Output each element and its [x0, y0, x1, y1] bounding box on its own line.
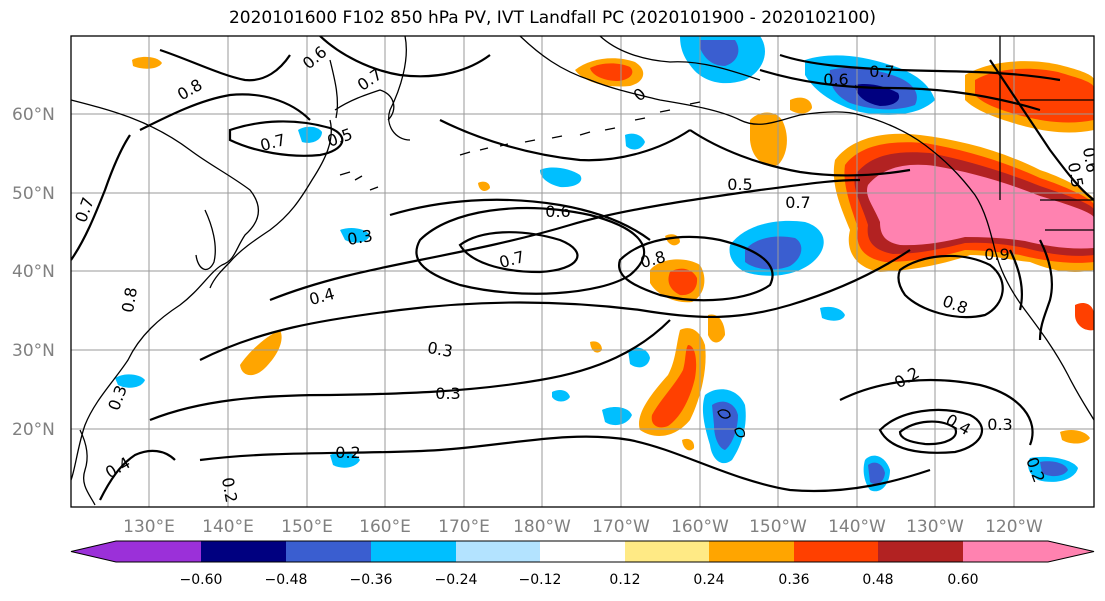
contour-label: 0.5	[727, 175, 752, 194]
colorbar-segment	[456, 541, 540, 562]
colorbar-segment	[709, 541, 794, 562]
colorbar-tick: 0.48	[862, 572, 893, 588]
lon-label: 140°W	[828, 517, 886, 537]
colorbar	[71, 541, 1094, 562]
lon-label: 140°E	[202, 517, 254, 537]
lon-label: 120°W	[985, 517, 1043, 537]
colorbar-tick: 0.24	[693, 572, 724, 588]
colorbar-segment	[116, 541, 201, 562]
lon-label: 130°E	[123, 517, 175, 537]
lon-label: 160°W	[671, 517, 729, 537]
colorbar-segment	[371, 541, 456, 562]
lat-label: 30°N	[12, 341, 55, 361]
lon-label: 130°W	[906, 517, 964, 537]
contour-label: 0.6	[823, 70, 848, 89]
contour-label: 0.9	[984, 245, 1009, 264]
lon-label: 150°W	[749, 517, 807, 537]
colorbar-tick: −0.36	[350, 572, 393, 588]
lon-label: 170°E	[438, 517, 490, 537]
colorbar-segment	[963, 541, 1048, 562]
colorbar-tick: −0.12	[519, 572, 562, 588]
colorbar-tick: −0.24	[435, 572, 478, 588]
latitude-labels: 60°N 50°N 40°N 30°N 20°N	[12, 105, 55, 440]
longitude-labels: 130°E 140°E 150°E 160°E 170°E 180°W 170°…	[123, 517, 1043, 537]
colorbar-segment	[625, 541, 709, 562]
colorbar-segment	[878, 541, 963, 562]
colorbar-segment	[540, 541, 625, 562]
colorbar-extend-low	[71, 541, 116, 562]
colorbar-tick: 0.60	[947, 572, 978, 588]
lat-label: 20°N	[12, 420, 55, 440]
colorbar-segment	[201, 541, 286, 562]
contour-label: 0.6	[545, 202, 570, 221]
lat-label: 50°N	[12, 184, 55, 204]
lat-label: 60°N	[12, 105, 55, 125]
colorbar-tick: −0.60	[180, 572, 223, 588]
contour-label: 0.2	[335, 443, 360, 462]
colorbar-segment	[286, 541, 371, 562]
colorbar-tick-labels: −0.60 −0.48 −0.36 −0.24 −0.12 0.12 0.24 …	[180, 572, 979, 588]
lat-label: 40°N	[12, 262, 55, 282]
colorbar-tick: −0.48	[265, 572, 308, 588]
contour-label: 0.3	[435, 384, 460, 403]
colorbar-segment	[794, 541, 878, 562]
lon-label: 170°W	[592, 517, 650, 537]
colorbar-extend-high	[1048, 541, 1094, 562]
lon-label: 180°W	[513, 517, 571, 537]
contour-label: 0.7	[785, 193, 810, 212]
colorbar-tick: 0.12	[609, 572, 640, 588]
contour-label: 0.7	[869, 62, 894, 81]
lon-label: 160°E	[359, 517, 411, 537]
colorbar-tick: 0.36	[778, 572, 809, 588]
lon-label: 150°E	[281, 517, 333, 537]
contour-label: 0.3	[987, 415, 1012, 434]
